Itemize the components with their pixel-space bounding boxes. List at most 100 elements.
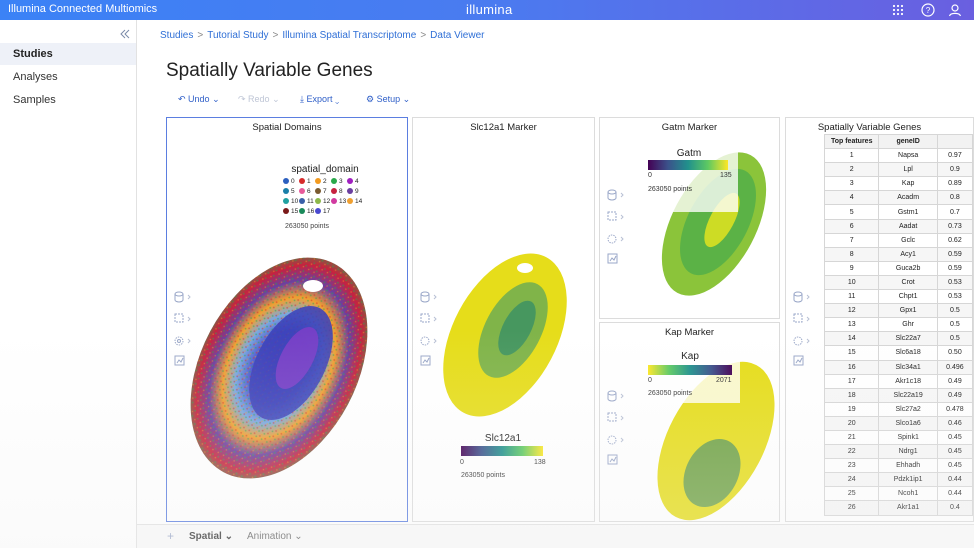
- data-layer-icon[interactable]: [606, 389, 628, 403]
- data-layer-icon[interactable]: [606, 188, 628, 202]
- undo-button[interactable]: ↶ Undo ⌄: [178, 94, 220, 104]
- apps-grid-icon[interactable]: [890, 2, 906, 18]
- setup-button[interactable]: ⚙ Setup ⌄: [366, 94, 411, 104]
- tab-spatial[interactable]: Spatial ⌄: [189, 531, 233, 542]
- table-row[interactable]: 6 Aadat 0.73: [823, 218, 973, 234]
- settings-icon[interactable]: [419, 334, 441, 348]
- tab-animation[interactable]: Animation ⌄: [247, 531, 303, 542]
- settings-icon[interactable]: [606, 433, 628, 447]
- breadcrumb-illumina-spatial[interactable]: Illumina Spatial Transcriptome: [282, 30, 417, 41]
- domain-legend-item[interactable]: 2: [315, 178, 327, 185]
- table-row[interactable]: 12 Gpx1 0.5: [823, 303, 973, 319]
- table-row[interactable]: 23 Ehhadh 0.45: [823, 458, 973, 474]
- slc12a1-marker-panel[interactable]: Slc12a1 Marker Slc12a1 0 138 263050 poin…: [412, 117, 595, 522]
- select-tool-icon[interactable]: [606, 411, 628, 425]
- breadcrumb-studies[interactable]: Studies: [160, 30, 194, 41]
- domain-legend-item[interactable]: 15: [283, 208, 298, 215]
- table-row[interactable]: 11 Chpt1 0.53: [823, 289, 973, 305]
- settings-icon[interactable]: [606, 232, 628, 246]
- spatial-domains-panel[interactable]: Spatial Domains spatial_domain 263050 p: [166, 117, 408, 522]
- chart-icon[interactable]: [792, 354, 814, 368]
- table-row[interactable]: 3 Kap 0.89: [823, 176, 973, 192]
- domain-legend-item[interactable]: 6: [299, 188, 311, 195]
- domain-legend-item[interactable]: 8: [331, 188, 343, 195]
- sidebar-item-studies[interactable]: Studies: [0, 43, 136, 65]
- table-row[interactable]: 20 Slco1a6 0.46: [823, 415, 973, 431]
- table-row[interactable]: 24 Pdzk1ip1 0.44: [823, 472, 973, 488]
- legend-label: 17: [323, 208, 331, 215]
- table-row[interactable]: 13 Ghr 0.5: [823, 317, 973, 333]
- add-tab-button[interactable]: +: [167, 529, 175, 543]
- sidebar-item-samples[interactable]: Samples: [13, 94, 56, 106]
- domain-legend-item[interactable]: 9: [347, 188, 359, 195]
- table-row[interactable]: 22 Ndrg1 0.45: [823, 444, 973, 460]
- collapse-sidebar-icon[interactable]: [119, 28, 131, 40]
- table-row[interactable]: 19 Slc27a2 0.478: [823, 401, 973, 417]
- column-header-score[interactable]: [936, 133, 973, 150]
- table-row[interactable]: 16 Slc34a1 0.496: [823, 359, 973, 375]
- table-row[interactable]: 1 Napsa 0.97: [823, 148, 973, 164]
- table-row[interactable]: 21 Spink1 0.45: [823, 429, 973, 446]
- legend-label: 15: [291, 208, 299, 215]
- redo-button[interactable]: ↷ Redo ⌄: [238, 94, 280, 104]
- help-icon[interactable]: ?: [920, 2, 936, 18]
- domain-legend-item[interactable]: 4: [347, 178, 359, 185]
- domain-legend-item[interactable]: 16: [299, 208, 314, 215]
- domain-legend-item[interactable]: 11: [299, 198, 314, 205]
- domain-legend-item[interactable]: 12: [315, 198, 330, 205]
- chart-icon[interactable]: [173, 354, 195, 368]
- table-row[interactable]: 7 Gclc 0.62: [823, 232, 973, 248]
- export-button[interactable]: ⤓ Export ⌄: [300, 94, 340, 104]
- select-tool-icon[interactable]: [792, 312, 814, 326]
- data-layer-icon[interactable]: [419, 290, 441, 304]
- column-header-top-features[interactable]: Top features: [823, 133, 880, 150]
- column-header-gene-id[interactable]: geneID: [878, 133, 938, 150]
- domain-legend-item[interactable]: 0: [283, 178, 295, 185]
- domain-legend-item[interactable]: 13: [331, 198, 346, 205]
- table-row[interactable]: 8 Acy1 0.59: [823, 246, 973, 262]
- select-tool-icon[interactable]: [173, 312, 195, 326]
- settings-icon[interactable]: [173, 334, 195, 348]
- domain-legend-item[interactable]: 5: [283, 188, 295, 195]
- table-row[interactable]: 17 Akr1c18 0.49: [823, 373, 973, 389]
- domain-legend-item[interactable]: 7: [315, 188, 327, 195]
- select-tool-icon[interactable]: [419, 312, 441, 326]
- cell-rank: 25: [823, 486, 880, 502]
- domain-legend-item[interactable]: 14: [347, 198, 362, 205]
- data-layer-icon[interactable]: [173, 290, 195, 304]
- user-icon[interactable]: [947, 2, 963, 18]
- table-row[interactable]: 5 Gstm1 0.7: [823, 204, 973, 220]
- spatial-domains-plot[interactable]: [167, 118, 408, 522]
- domain-legend-item[interactable]: 10: [283, 198, 298, 205]
- table-row[interactable]: 2 Lpl 0.9: [823, 162, 973, 178]
- table-row[interactable]: 25 Ncoh1 0.44: [823, 486, 973, 502]
- gatm-marker-panel[interactable]: Gatm Marker Gatm 0 135 263050 points: [599, 117, 780, 319]
- sidebar-item-analyses[interactable]: Analyses: [13, 71, 58, 83]
- table-row[interactable]: 26 Akr1a1 0.4: [823, 500, 973, 516]
- domain-legend-item[interactable]: 17: [315, 208, 330, 215]
- breadcrumb-data-viewer[interactable]: Data Viewer: [430, 30, 485, 41]
- breadcrumb-tutorial-study[interactable]: Tutorial Study: [207, 30, 269, 41]
- chart-icon[interactable]: [606, 453, 628, 467]
- svg-table-panel[interactable]: Spatially Variable Genes Top features ge…: [785, 117, 974, 522]
- chart-icon[interactable]: [606, 252, 628, 266]
- cell-gene-id: Ghr: [878, 317, 938, 333]
- data-layer-icon[interactable]: [792, 290, 814, 304]
- settings-icon[interactable]: [792, 334, 814, 348]
- app-title[interactable]: Illumina Connected Multiomics: [8, 3, 158, 15]
- kap-marker-panel[interactable]: Kap Marker Kap 0 2071 263050 points: [599, 322, 780, 522]
- table-row[interactable]: 14 Slc22a7 0.5: [823, 331, 973, 347]
- domain-legend-item[interactable]: 1: [299, 178, 311, 185]
- table-row[interactable]: 15 Slc6a18 0.50: [823, 345, 973, 361]
- chart-icon[interactable]: [419, 354, 441, 368]
- table-row[interactable]: 9 Guca2b 0.59: [823, 260, 973, 276]
- table-row[interactable]: 10 Crot 0.53: [823, 274, 973, 291]
- domain-legend-item[interactable]: 3: [331, 178, 343, 185]
- select-tool-icon[interactable]: [606, 210, 628, 224]
- slc12a1-plot[interactable]: [413, 118, 595, 522]
- table-row[interactable]: 4 Acadm 0.8: [823, 190, 973, 206]
- table-row[interactable]: 18 Slc22a19 0.49: [823, 387, 973, 403]
- legend-label: 9: [355, 188, 359, 195]
- cell-gene-id: Akr1a1: [878, 500, 938, 516]
- cell-score: 0.44: [936, 486, 973, 502]
